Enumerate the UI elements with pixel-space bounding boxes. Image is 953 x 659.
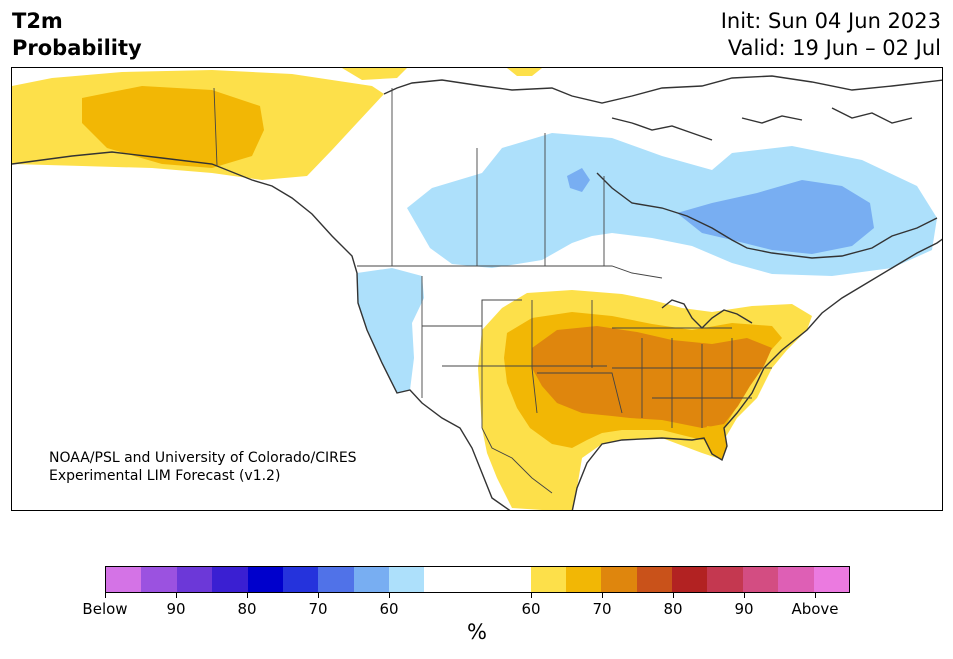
credit-line-2: Experimental LIM Forecast (v1.2)	[49, 468, 281, 484]
colorbar-segment	[176, 567, 213, 592]
below-region-pacific-nw	[357, 268, 424, 393]
colorbar-tick-label: 60	[379, 600, 399, 618]
colorbar-tick	[176, 593, 177, 598]
quantity-title: Probability	[12, 36, 142, 60]
credit-line-1: NOAA/PSL and University of Colorado/CIRE…	[49, 450, 357, 466]
colorbar-segment	[389, 567, 425, 592]
above-region-alaska-core	[82, 86, 264, 168]
map-canvas	[12, 68, 942, 510]
variable-title: T2m	[12, 9, 63, 33]
colorbar-tick-label: 90	[734, 600, 754, 618]
colorbar-tick-label: 80	[663, 600, 683, 618]
colorbar-segment	[106, 567, 142, 592]
colorbar-segment	[601, 567, 637, 592]
colorbar-tick	[318, 593, 319, 598]
above-region-north-patch	[342, 68, 407, 80]
colorbar-tick	[389, 593, 390, 598]
colorbar-segment	[141, 567, 177, 592]
colorbar-segment	[318, 567, 354, 592]
colorbar-segment	[424, 567, 460, 592]
colorbar-segment	[530, 567, 566, 592]
colorbar-segment	[282, 567, 319, 592]
title-block: T2m Probability	[12, 8, 142, 62]
colorbar-segment	[495, 567, 531, 592]
valid-date: Valid: 19 Jun – 02 Jul	[727, 36, 941, 60]
colorbar-unit: %	[467, 620, 487, 644]
colorbar-tick	[744, 593, 745, 598]
colorbar-tick	[105, 593, 106, 598]
colorbar-segment	[778, 567, 814, 592]
colorbar-tick	[673, 593, 674, 598]
colorbar-tick-label: 90	[166, 600, 186, 618]
colorbar-segment	[459, 567, 496, 592]
above-region-north-patch-2	[507, 68, 542, 76]
colorbar-segment	[353, 567, 389, 592]
date-block: Init: Sun 04 Jun 2023 Valid: 19 Jun – 02…	[721, 8, 941, 62]
colorbar-tick-label: Above	[791, 600, 839, 618]
colorbar-tick-label: 60	[521, 600, 541, 618]
colorbar-tick	[602, 593, 603, 598]
colorbar-segment	[707, 567, 743, 592]
colorbar-segment	[247, 567, 283, 592]
colorbar-tick	[815, 593, 816, 598]
colorbar-tick-label: 80	[237, 600, 257, 618]
colorbar-segment	[636, 567, 672, 592]
colorbar-tick	[531, 593, 532, 598]
colorbar	[105, 566, 850, 593]
colorbar-tick-label: Below	[82, 600, 128, 618]
colorbar-segment	[672, 567, 708, 592]
colorbar-segment	[813, 567, 849, 592]
colorbar-segment	[212, 567, 248, 592]
colorbar-segment	[742, 567, 779, 592]
colorbar-tick-label: 70	[592, 600, 612, 618]
credit-text: NOAA/PSL and University of Colorado/CIRE…	[49, 449, 357, 485]
below-region-quebec-core	[677, 180, 874, 254]
colorbar-tick-label: 70	[308, 600, 328, 618]
borders	[213, 87, 772, 494]
forecast-map	[11, 67, 943, 511]
below-region-small-core	[567, 168, 590, 192]
above-region-florida	[704, 426, 727, 460]
colorbar-tick	[247, 593, 248, 598]
colorbar-segment	[565, 567, 602, 592]
init-date: Init: Sun 04 Jun 2023	[720, 9, 941, 33]
